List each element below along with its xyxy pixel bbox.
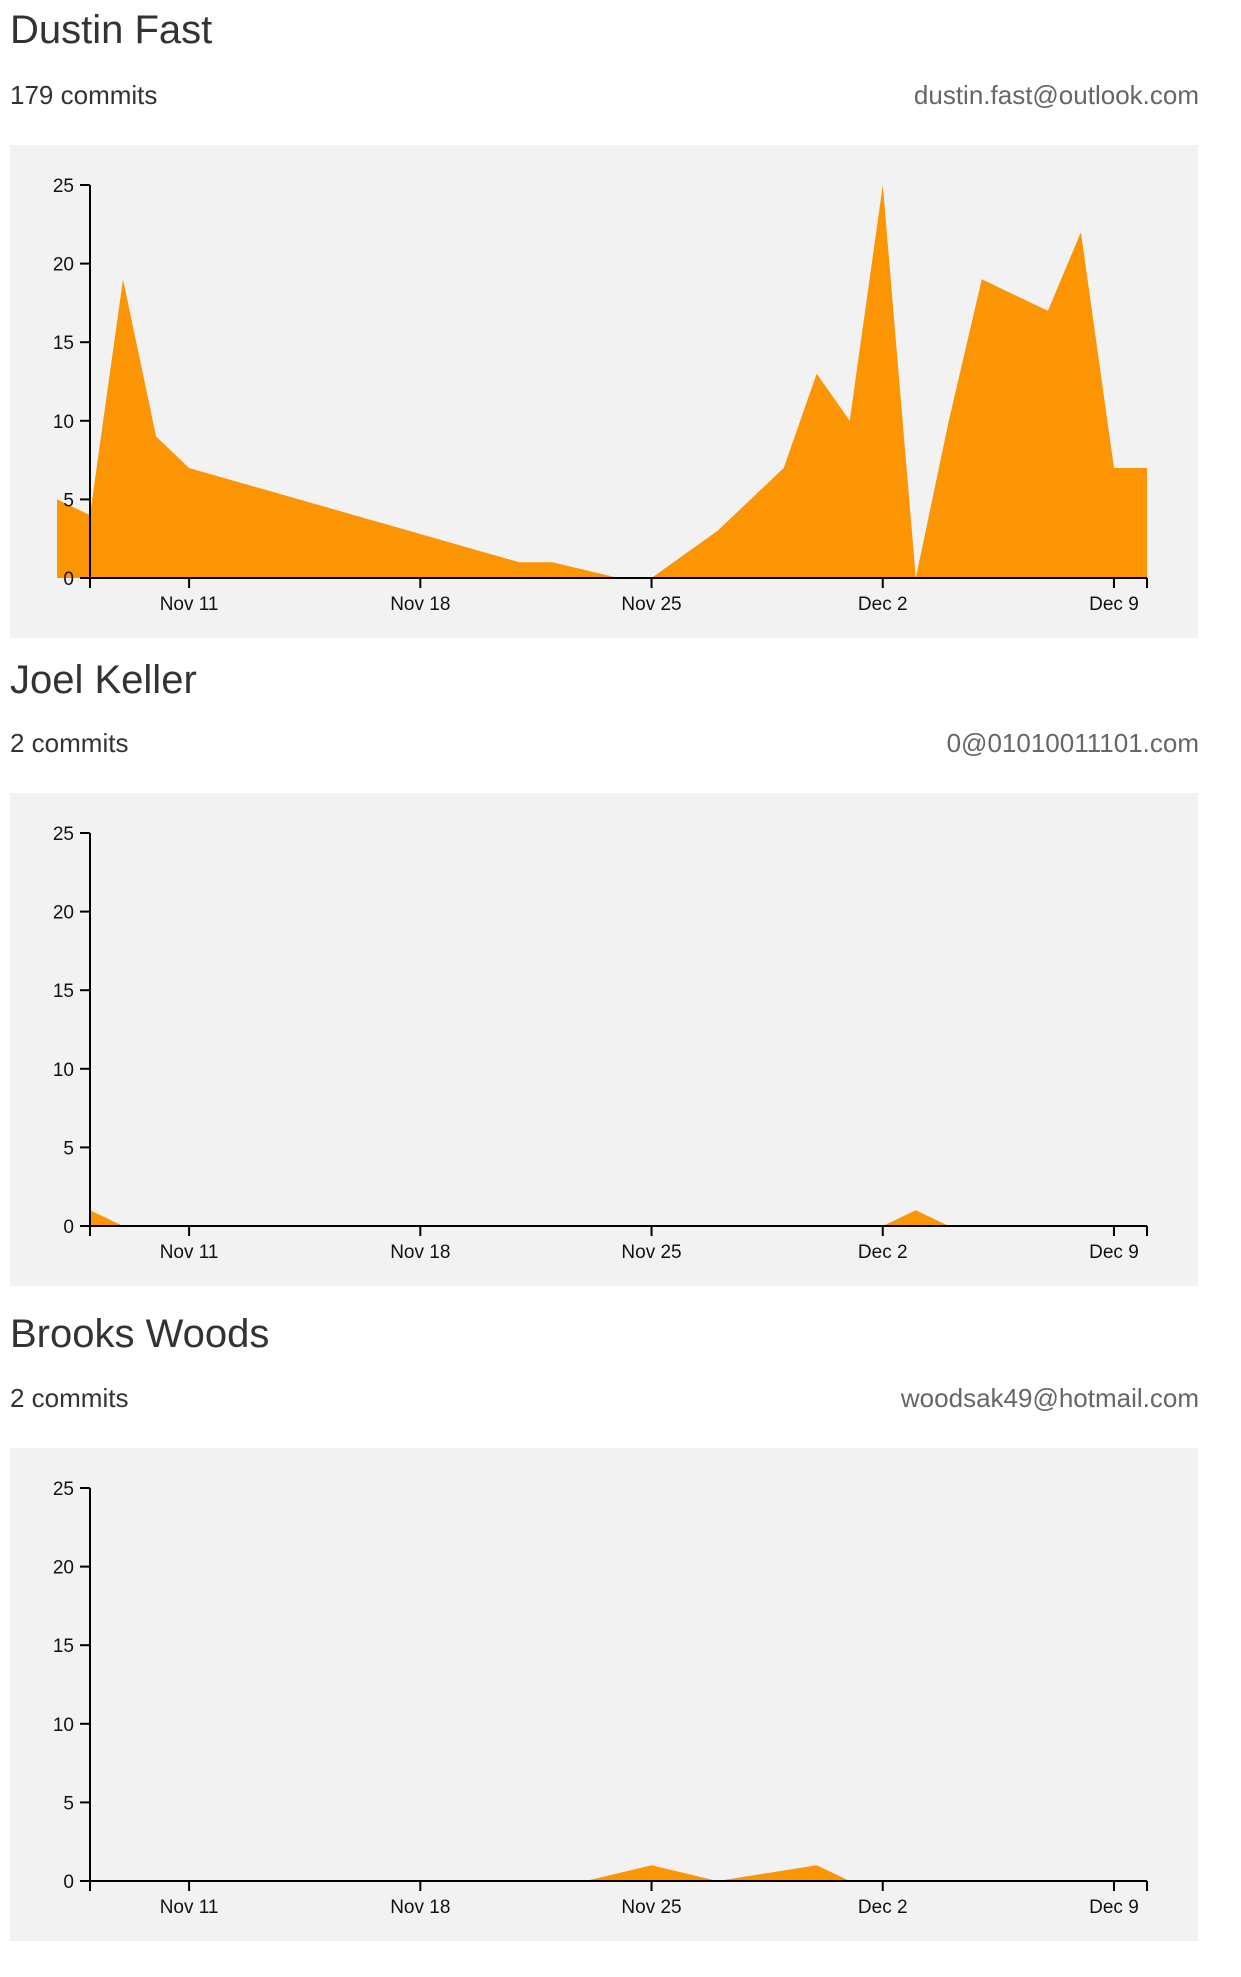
x-tick-label: Nov 11 bbox=[160, 1897, 219, 1918]
y-tick-label: 5 bbox=[63, 1793, 74, 1814]
y-tick-label: 5 bbox=[63, 1138, 74, 1159]
x-tick-label: Nov 18 bbox=[390, 1897, 450, 1918]
contributor-email[interactable]: woodsak49@hotmail.com bbox=[900, 1383, 1199, 1413]
x-tick-label: Nov 11 bbox=[160, 594, 219, 615]
commits-area bbox=[90, 1865, 1147, 1881]
contributor-name: Brooks Woods bbox=[10, 1312, 270, 1356]
y-tick-label: 15 bbox=[53, 981, 74, 1002]
x-tick-label: Dec 2 bbox=[858, 594, 908, 615]
y-tick-label: 25 bbox=[53, 176, 74, 197]
commits-area bbox=[90, 1210, 1147, 1226]
x-tick-label: Dec 9 bbox=[1089, 1897, 1139, 1918]
commit-count: 2 commits bbox=[10, 728, 129, 758]
x-tick-label: Nov 18 bbox=[390, 594, 450, 615]
contributor-name: Dustin Fast bbox=[10, 8, 213, 52]
commit-count: 2 commits bbox=[10, 1383, 129, 1413]
y-tick-label: 15 bbox=[53, 333, 74, 354]
x-tick-label: Nov 11 bbox=[160, 1242, 219, 1263]
y-tick-label: 0 bbox=[63, 1217, 74, 1238]
x-tick-label: Dec 9 bbox=[1089, 594, 1139, 615]
y-tick-label: 20 bbox=[53, 1558, 74, 1579]
y-tick-label: 10 bbox=[53, 1715, 74, 1736]
y-tick-label: 10 bbox=[53, 1060, 74, 1081]
x-tick-label: Dec 2 bbox=[858, 1242, 908, 1263]
commits-area-chart: 0 5 10 15 20 25 Nov 11 Nov 18 Nov 25 Dec 2 Dec 9 bbox=[53, 1479, 1148, 1918]
x-tick-label: Nov 25 bbox=[621, 594, 681, 615]
contributor-name: Joel Keller bbox=[10, 658, 197, 702]
y-tick-label: 20 bbox=[53, 903, 74, 924]
x-tick-label: Nov 25 bbox=[621, 1897, 681, 1918]
y-tick-label: 15 bbox=[53, 1636, 74, 1657]
commits-chart: 0 5 10 15 20 25 Nov 11 Nov 18 Nov 25 Dec 2 Dec 9 bbox=[10, 793, 1198, 1286]
commits-area-chart: 0 5 10 15 20 25 Nov 11 Nov 18 Nov 25 Dec 2 Dec 9 bbox=[53, 176, 1148, 615]
x-tick-label: Dec 2 bbox=[858, 1897, 908, 1918]
commit-count: 179 commits bbox=[10, 80, 158, 110]
contributor-email[interactable]: 0@01010011101.com bbox=[946, 728, 1199, 758]
y-tick-label: 10 bbox=[53, 412, 74, 433]
commits-area bbox=[57, 185, 1147, 578]
y-tick-label: 0 bbox=[63, 569, 74, 590]
y-tick-label: 25 bbox=[53, 824, 74, 845]
commits-chart: 0 5 10 15 20 25 Nov 11 Nov 18 Nov 25 Dec 2 Dec 9 bbox=[10, 1448, 1198, 1941]
commits-area-chart: 0 5 10 15 20 25 Nov 11 Nov 18 Nov 25 Dec 2 Dec 9 bbox=[53, 824, 1148, 1263]
x-tick-label: Nov 25 bbox=[621, 1242, 681, 1263]
y-tick-label: 25 bbox=[53, 1479, 74, 1500]
x-tick-label: Nov 18 bbox=[390, 1242, 450, 1263]
y-tick-label: 20 bbox=[53, 255, 74, 276]
y-tick-label: 0 bbox=[63, 1872, 74, 1893]
commits-chart: 0 5 10 15 20 25 Nov 11 Nov 18 Nov 25 Dec 2 Dec 9 bbox=[10, 145, 1198, 638]
contributor-email[interactable]: dustin.fast@outlook.com bbox=[913, 80, 1199, 110]
y-tick-label: 5 bbox=[63, 490, 74, 511]
x-tick-label: Dec 9 bbox=[1089, 1242, 1139, 1263]
